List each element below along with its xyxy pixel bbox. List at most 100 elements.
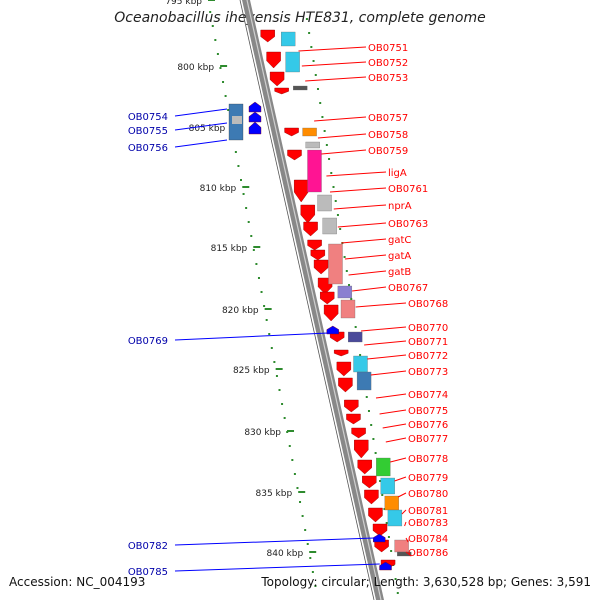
forward-gene-label: OB0786 — [408, 548, 448, 559]
forward-gene-leader — [317, 133, 367, 139]
forward-gene-label: OB0768 — [408, 299, 448, 310]
scale-dot — [325, 144, 328, 146]
functional-category-block — [322, 217, 337, 235]
scale-dot — [216, 53, 219, 55]
forward-gene-label: OB0780 — [408, 489, 448, 500]
scale-dot — [314, 585, 317, 587]
forward-gene-leader — [333, 204, 387, 210]
scale-dot — [219, 67, 222, 69]
forward-gene-leader — [344, 254, 387, 260]
scale-tick-label: 830 kbp — [244, 428, 281, 438]
forward-gene-leader — [326, 171, 387, 177]
forward-gene-leader — [405, 537, 409, 543]
reverse-gene-label: OB0756 — [128, 143, 168, 154]
forward-gene-arrow — [372, 523, 388, 537]
functional-category-block — [384, 495, 399, 511]
forward-gene-label: OB0759 — [368, 146, 408, 157]
forward-gene-label: OB0778 — [408, 454, 448, 465]
scale-dot — [306, 543, 309, 545]
reverse-gene-leader — [174, 139, 228, 148]
functional-category-block — [317, 194, 332, 212]
scale-dot — [328, 158, 331, 160]
forward-gene-leader — [367, 354, 407, 360]
functional-category-block — [353, 355, 368, 373]
forward-gene-label: OB0752 — [368, 58, 408, 69]
scale-dot — [348, 284, 351, 286]
scale-dot — [278, 389, 281, 391]
forward-gene-arrow — [344, 399, 359, 413]
genome-summary: Topology: circular; Length: 3,630,528 bp… — [261, 575, 591, 589]
forward-gene-label: OB0767 — [388, 283, 428, 294]
scale-dot — [383, 508, 386, 510]
scale-dot — [321, 116, 324, 118]
accession-label: Accession: NC_004193 — [9, 575, 146, 589]
reverse-gene-arrow — [248, 121, 262, 135]
scale-dot — [381, 494, 384, 496]
forward-gene-label: OB0751 — [368, 43, 408, 54]
functional-category-block — [293, 85, 308, 91]
forward-gene-leader — [382, 423, 407, 429]
forward-gene-label: OB0771 — [408, 337, 448, 348]
forward-gene-arrow — [313, 259, 329, 275]
scale-dot — [237, 165, 240, 167]
forward-gene-leader — [352, 286, 387, 292]
scale-dot — [305, 18, 308, 20]
forward-gene-label: OB0761 — [388, 184, 428, 195]
functional-category-block — [380, 477, 395, 495]
forward-gene-leader — [394, 476, 407, 482]
forward-gene-leader — [385, 437, 407, 443]
scale-dot — [301, 515, 304, 517]
forward-gene-label: gatC — [388, 235, 411, 246]
forward-gene-label: gatB — [388, 267, 411, 278]
functional-category-block — [307, 149, 322, 193]
scale-dot — [255, 263, 258, 265]
scale-dot — [354, 326, 357, 328]
forward-gene-label: OB0772 — [408, 351, 448, 362]
forward-gene-arrow — [338, 377, 353, 393]
functional-category-block — [387, 509, 403, 527]
forward-gene-leader — [301, 61, 367, 67]
scale-dot — [316, 88, 319, 90]
functional-category-block — [347, 331, 363, 343]
forward-gene-leader — [341, 238, 387, 244]
scale-tick-label: 840 kbp — [267, 549, 304, 559]
reverse-gene-label: OB0785 — [128, 567, 168, 578]
scale-dot — [334, 200, 337, 202]
genome-backbone — [242, 0, 384, 600]
reverse-gene-arrow — [379, 561, 392, 571]
reverse-gene-leader — [174, 332, 329, 341]
scale-dot — [350, 298, 353, 300]
scale-tick-label: 835 kbp — [256, 489, 293, 499]
scale-dot — [211, 25, 214, 27]
scale-dot — [309, 557, 312, 559]
forward-gene-arrow — [336, 361, 352, 377]
forward-gene-label: OB0779 — [408, 473, 448, 484]
forward-gene-label: OB0775 — [408, 406, 448, 417]
scale-dot — [270, 347, 273, 349]
forward-gene-arrow — [362, 475, 377, 489]
scale-dot — [304, 529, 307, 531]
functional-category-block — [328, 243, 343, 285]
forward-gene-leader — [390, 457, 407, 463]
reverse-gene-label: OB0755 — [128, 126, 168, 137]
forward-gene-label: OB0781 — [408, 506, 448, 517]
forward-gene-leader — [370, 370, 407, 376]
scale-dot — [343, 256, 346, 258]
forward-gene-label: OB0758 — [368, 130, 408, 141]
scale-dot — [359, 354, 362, 356]
scale-dot — [365, 396, 368, 398]
forward-gene-label: ligA — [388, 168, 407, 179]
forward-gene-label: gatA — [388, 251, 411, 262]
scale-tick-label: 820 kbp — [222, 306, 259, 316]
scale-dot — [234, 151, 237, 153]
forward-gene-leader — [401, 509, 407, 515]
scale-dot — [299, 501, 302, 503]
scale-dot — [311, 571, 314, 573]
forward-gene-arrow — [329, 331, 345, 343]
forward-gene-arrow — [284, 127, 299, 137]
forward-gene-label: OB0770 — [408, 323, 448, 334]
scale-dot — [314, 74, 317, 76]
forward-gene-arrow — [357, 459, 372, 475]
forward-gene-arrow — [368, 507, 383, 523]
forward-gene-leader — [405, 551, 412, 557]
